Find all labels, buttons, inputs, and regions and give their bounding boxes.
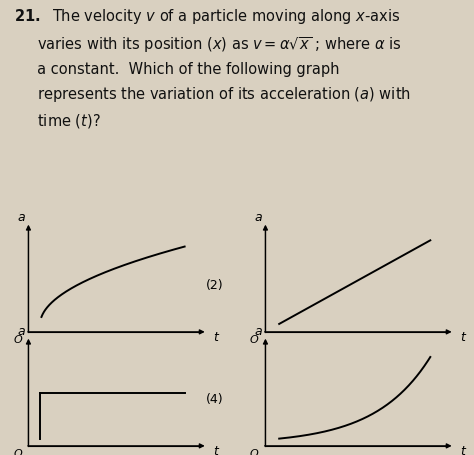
Text: $a$: $a$	[254, 324, 263, 337]
Text: $\mathbf{21.}$  The velocity $v$ of a particle moving along $x$-axis
     varies: $\mathbf{21.}$ The velocity $v$ of a par…	[14, 7, 411, 130]
Text: $t$: $t$	[212, 330, 220, 343]
Text: (4): (4)	[206, 392, 224, 405]
Text: $a$: $a$	[17, 324, 26, 337]
Text: $O$: $O$	[249, 333, 260, 344]
Text: $O$: $O$	[13, 446, 23, 455]
Text: $t$: $t$	[460, 444, 467, 455]
Text: $a$: $a$	[17, 211, 26, 223]
Text: $a$: $a$	[254, 211, 263, 223]
Text: (2): (2)	[206, 278, 224, 292]
Text: $t$: $t$	[212, 444, 220, 455]
Text: $t$: $t$	[460, 330, 467, 343]
Text: $O$: $O$	[13, 333, 23, 344]
Text: $O$: $O$	[249, 446, 260, 455]
